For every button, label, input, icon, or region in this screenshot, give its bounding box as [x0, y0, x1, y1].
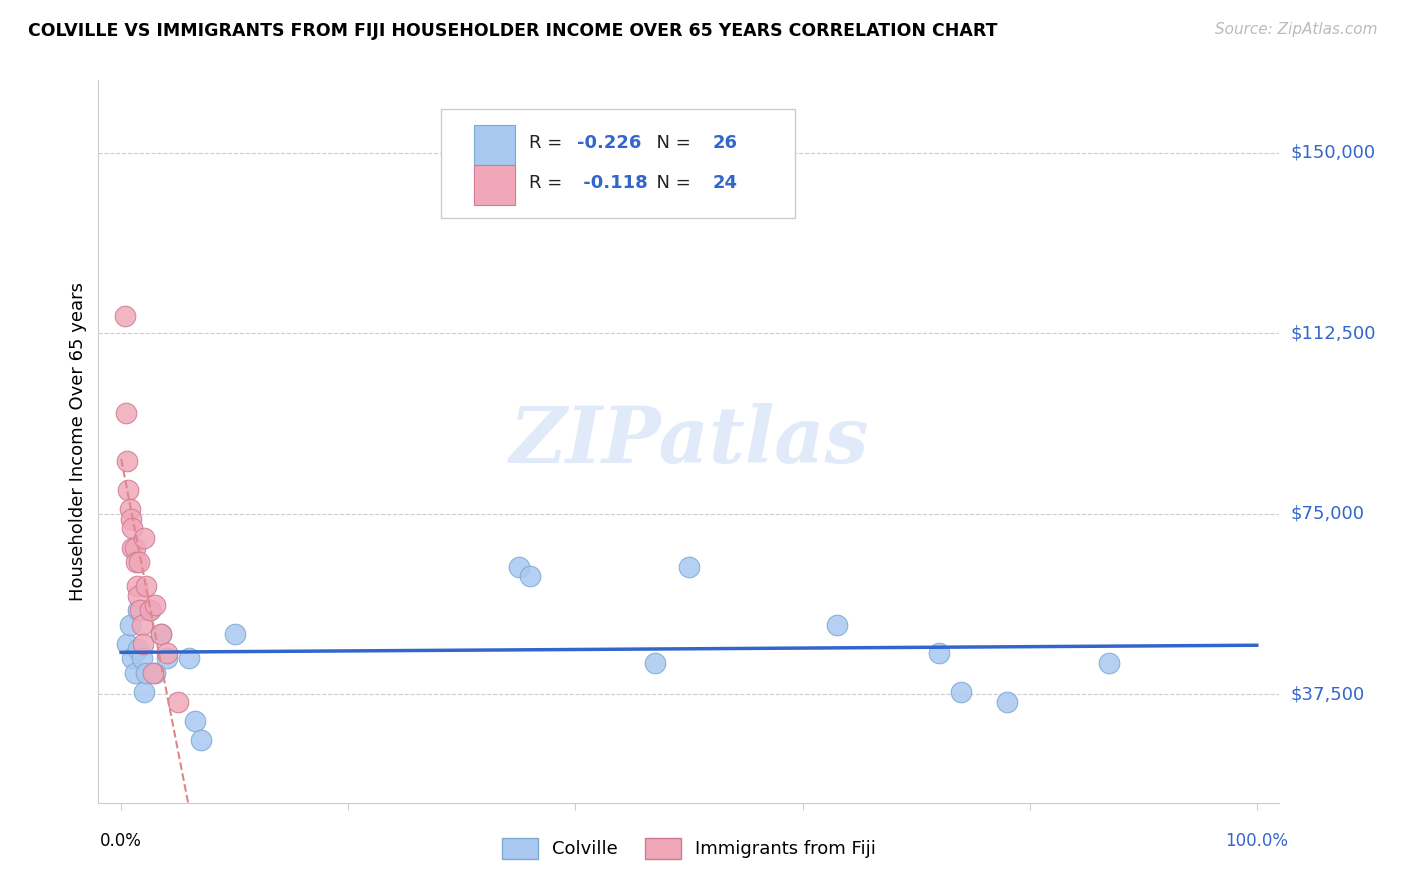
Point — [928, 647, 950, 661]
Point — [120, 511, 142, 525]
Point — [138, 603, 160, 617]
Point — [190, 733, 212, 747]
Point — [121, 541, 143, 555]
Point — [115, 454, 138, 468]
Point — [519, 569, 541, 583]
Point — [125, 555, 148, 569]
Point — [143, 665, 166, 680]
Point — [121, 651, 143, 665]
Bar — [474, 165, 516, 205]
Point — [149, 627, 172, 641]
Point — [143, 599, 166, 613]
Text: $75,000: $75,000 — [1291, 505, 1365, 523]
Point — [114, 406, 136, 420]
Point — [120, 617, 142, 632]
Text: ZIPatlas: ZIPatlas — [509, 403, 869, 480]
Text: R =: R = — [530, 134, 568, 152]
FancyBboxPatch shape — [441, 109, 796, 218]
Point — [179, 651, 201, 665]
Point — [132, 685, 155, 699]
Text: R =: R = — [530, 174, 568, 193]
Point — [129, 603, 152, 617]
Point — [115, 637, 138, 651]
Text: 26: 26 — [713, 134, 738, 152]
Point — [155, 651, 177, 665]
Point — [124, 665, 146, 680]
Text: $37,500: $37,500 — [1291, 685, 1365, 704]
Point — [132, 531, 155, 545]
Bar — [474, 125, 516, 164]
Y-axis label: Householder Income Over 65 years: Householder Income Over 65 years — [69, 282, 87, 601]
Text: $150,000: $150,000 — [1291, 144, 1375, 161]
Point — [508, 559, 530, 574]
Point — [128, 555, 150, 569]
Point — [127, 641, 149, 656]
Point — [142, 665, 165, 680]
Text: COLVILLE VS IMMIGRANTS FROM FIJI HOUSEHOLDER INCOME OVER 65 YEARS CORRELATION CH: COLVILLE VS IMMIGRANTS FROM FIJI HOUSEHO… — [28, 22, 998, 40]
Point — [135, 665, 157, 680]
Point — [120, 502, 142, 516]
Point — [149, 627, 172, 641]
Text: 100.0%: 100.0% — [1225, 831, 1288, 850]
Point — [950, 685, 973, 699]
Point — [155, 647, 177, 661]
Point — [678, 559, 700, 574]
Text: 24: 24 — [713, 174, 738, 193]
Legend: Colville, Immigrants from Fiji: Colville, Immigrants from Fiji — [495, 830, 883, 866]
Point — [224, 627, 246, 641]
Point — [184, 714, 207, 728]
Point — [138, 603, 160, 617]
Point — [131, 617, 153, 632]
Point — [825, 617, 848, 632]
Point — [114, 310, 136, 324]
Text: Source: ZipAtlas.com: Source: ZipAtlas.com — [1215, 22, 1378, 37]
Point — [127, 589, 149, 603]
Point — [132, 637, 155, 651]
Point — [125, 579, 148, 593]
Text: N =: N = — [645, 174, 697, 193]
Point — [127, 603, 149, 617]
Point — [121, 521, 143, 535]
Text: -0.226: -0.226 — [576, 134, 641, 152]
Text: 0.0%: 0.0% — [100, 831, 142, 850]
Text: -0.118: -0.118 — [576, 174, 648, 193]
Point — [644, 656, 666, 670]
Point — [135, 579, 157, 593]
Point — [131, 651, 153, 665]
Point — [995, 695, 1018, 709]
Text: N =: N = — [645, 134, 697, 152]
Point — [1098, 656, 1121, 670]
Point — [167, 695, 190, 709]
Text: $112,500: $112,500 — [1291, 324, 1376, 343]
Point — [124, 541, 146, 555]
Point — [117, 483, 139, 497]
